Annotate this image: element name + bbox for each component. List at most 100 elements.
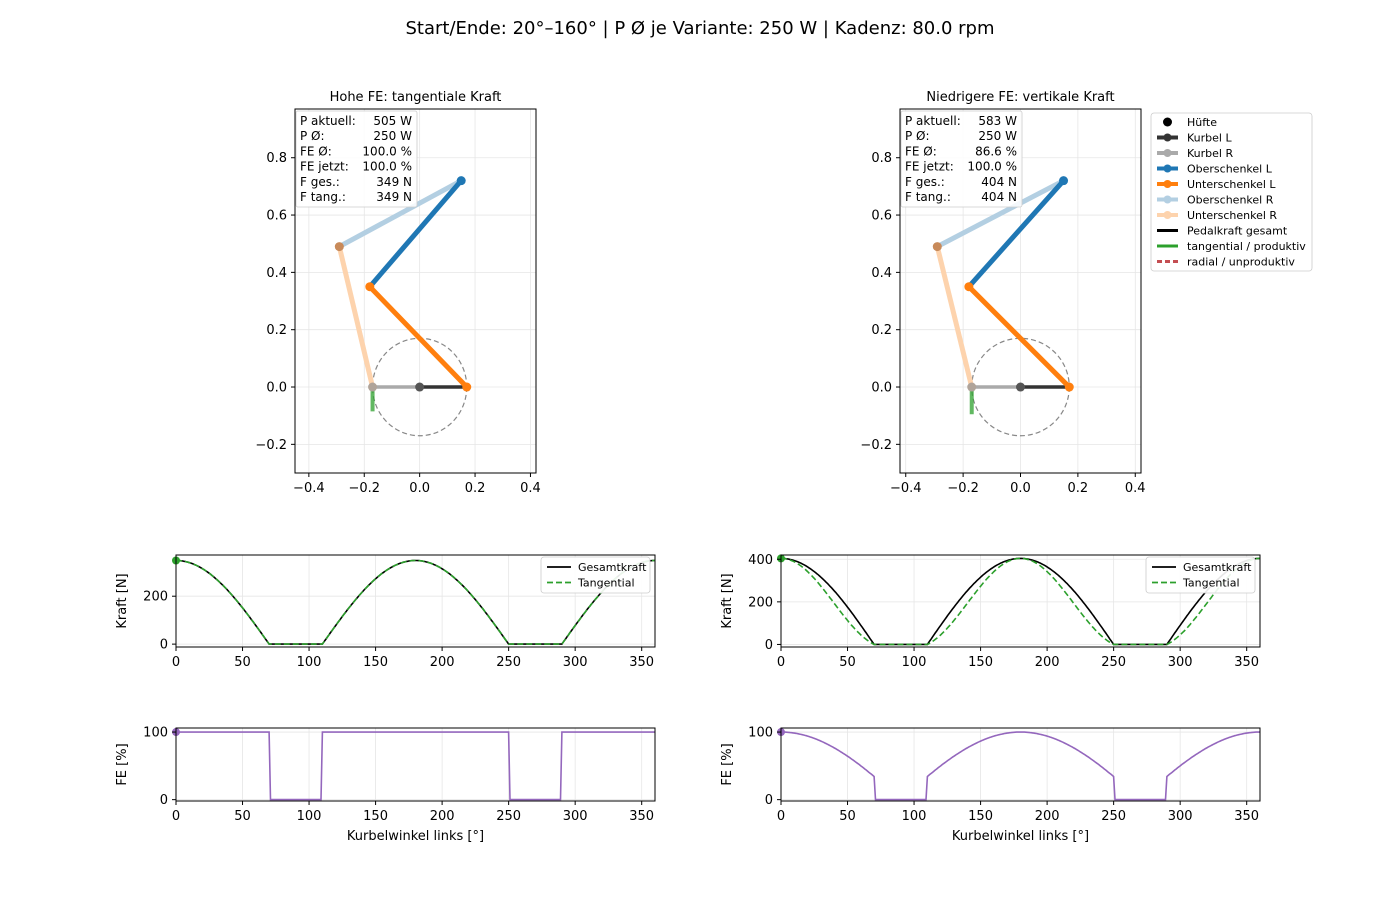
fe2-frame xyxy=(780,727,1261,802)
force2-xtick-label: 200 xyxy=(1035,655,1060,670)
bike2-info-label: F tang.: xyxy=(905,190,951,204)
fe2-ylabel: FE [%] xyxy=(720,743,735,785)
legend-item-label: Kurbel L xyxy=(1187,132,1232,145)
force2-xtick-label: 50 xyxy=(839,655,856,670)
force2-series-tangential-line xyxy=(781,557,1260,646)
fe1-ytick-label: 100 xyxy=(143,726,168,741)
fe2-xtick-label: 0 xyxy=(777,809,785,824)
legend-item-label: Hüfte xyxy=(1187,116,1217,129)
bike1-ytick-label: 0.8 xyxy=(266,151,287,166)
legend-swatch-marker xyxy=(1163,117,1172,127)
bike2-xtick-label: −0.2 xyxy=(947,481,979,496)
legend-swatch-marker xyxy=(1163,211,1172,219)
bike1-hip-marker xyxy=(456,176,466,186)
bike1-xtick-label: 0.2 xyxy=(465,481,486,496)
bike2-info-value: 404 N xyxy=(981,175,1017,189)
force1-ytick-label: 0 xyxy=(160,638,168,653)
force1-xtick-label: 150 xyxy=(363,655,388,670)
fe2-xtick-label: 350 xyxy=(1234,809,1259,824)
bike1-info-value: 250 W xyxy=(373,129,412,143)
bike2-title: Niedrigere FE: vertikale Kraft xyxy=(926,90,1114,105)
legend-item-label: Oberschenkel R xyxy=(1187,194,1274,207)
plot-layer: −0.4 −0.2 0.0 0.2 0.4 −0.2 0.0 0.2 0.4 0.6 0.8 Hohe… xyxy=(115,90,1313,844)
bike1-info-label: P Ø: xyxy=(300,129,325,143)
fe1-series-fe-line xyxy=(176,731,655,801)
fe2-xtick-label: 50 xyxy=(839,809,856,824)
force1-xtick-label: 250 xyxy=(496,655,521,670)
bike2-pedal-r-marker xyxy=(967,382,977,392)
fe1-frame xyxy=(175,727,656,802)
fe2-xtick-label: 150 xyxy=(968,809,993,824)
bike1-info-label: F tang.: xyxy=(300,190,346,204)
legend-item-label: Unterschenkel L xyxy=(1187,178,1276,191)
bike2-unterschenkel-r xyxy=(934,245,975,388)
legend-box xyxy=(1150,112,1313,272)
bike1-info-value: 100.0 % xyxy=(362,160,412,174)
bike2-oberschenkel-r xyxy=(936,178,1065,249)
bike2-oberschenkel-l xyxy=(966,178,1066,289)
bike1-ytick-label: −0.2 xyxy=(255,438,287,453)
bike2-xtick-label: −0.4 xyxy=(890,481,922,496)
bike2-bottom-bracket-marker xyxy=(1016,382,1025,392)
legend-swatch-marker xyxy=(1163,195,1172,204)
bike2-knee-r-marker xyxy=(932,242,942,252)
bike2-info-value: 100.0 % xyxy=(967,160,1017,174)
bike2-hip-marker xyxy=(1059,176,1069,186)
fe2-xlabel: Kurbelwinkel links [°] xyxy=(952,829,1089,844)
force1-series-tangential-line xyxy=(176,559,655,645)
bike1-pedal-l-marker xyxy=(462,382,472,392)
force1-xtick-label: 0 xyxy=(172,655,180,670)
bike2-knee-l-marker xyxy=(964,282,974,292)
bike1-oberschenkel-l xyxy=(367,179,464,289)
fe2-xtick-label: 200 xyxy=(1035,809,1060,824)
bike2-info-label: F ges.: xyxy=(905,175,945,189)
force2-legend-label: Tangential xyxy=(1182,577,1240,590)
bike2-info-value: 250 W xyxy=(978,129,1017,143)
bike2-xtick-label: 0.0 xyxy=(1010,481,1031,496)
force1-legend-box xyxy=(540,556,651,594)
bike2-xtick-label: 0.2 xyxy=(1068,481,1089,496)
force1-xtick-label: 50 xyxy=(234,655,251,670)
bike2-info-label: FE Ø: xyxy=(905,144,937,158)
legend-item-label: Pedalkraft gesamt xyxy=(1187,225,1288,238)
fe1-ytick-label: 0 xyxy=(160,793,168,808)
legend-swatch-marker xyxy=(1163,149,1172,157)
bike1-xtick-label: 0.0 xyxy=(409,481,430,496)
fe2-ytick-label: 0 xyxy=(765,793,773,808)
bike1-ytick-label: 0.0 xyxy=(266,381,287,396)
bike2-info-box xyxy=(900,110,1023,208)
bike2-info-value: 583 W xyxy=(978,114,1017,128)
fe1-xtick-label: 50 xyxy=(234,809,251,824)
bike1-info-value: 349 N xyxy=(376,190,412,204)
bike1-xtick-label: −0.2 xyxy=(348,481,380,496)
bike1-xtick-label: 0.4 xyxy=(520,481,541,496)
bike1-info-value: 100.0 % xyxy=(362,144,412,158)
legend-item-label: tangential / produktiv xyxy=(1187,240,1306,253)
bike2-info-label: P aktuell: xyxy=(905,114,961,128)
bike1-knee-r-marker xyxy=(334,242,344,252)
force2-xtick-label: 250 xyxy=(1101,655,1126,670)
legend-item-label: Unterschenkel R xyxy=(1187,209,1277,222)
fe2-xtick-label: 250 xyxy=(1101,809,1126,824)
legend-item-label: Oberschenkel L xyxy=(1187,163,1273,176)
bike1-bottom-bracket-marker xyxy=(415,382,425,392)
bike1-ytick-label: 0.6 xyxy=(266,209,287,224)
force2-ytick-label: 0 xyxy=(765,638,773,653)
bike1-info-label: F ges.: xyxy=(300,175,340,189)
bike1-info-box xyxy=(295,110,418,208)
bike1-info-label: FE Ø: xyxy=(300,144,332,158)
bike1-unterschenkel-r xyxy=(336,245,375,388)
force2-ytick-label: 200 xyxy=(748,595,773,610)
bike2-ytick-label: 0.2 xyxy=(871,323,892,338)
force2-xtick-label: 0 xyxy=(777,655,785,670)
force1-ylabel: Kraft [N] xyxy=(115,573,130,628)
bike1-knee-l-marker xyxy=(365,282,375,292)
force2-xtick-label: 350 xyxy=(1234,655,1259,670)
fe1-xtick-label: 100 xyxy=(297,809,322,824)
force1-xtick-label: 200 xyxy=(430,655,455,670)
bike1-pedal-r-marker xyxy=(368,382,378,392)
force1-xtick-label: 350 xyxy=(629,655,654,670)
force1-legend-label: Gesamtkraft xyxy=(578,561,647,574)
fe1-xtick-label: 0 xyxy=(172,809,180,824)
